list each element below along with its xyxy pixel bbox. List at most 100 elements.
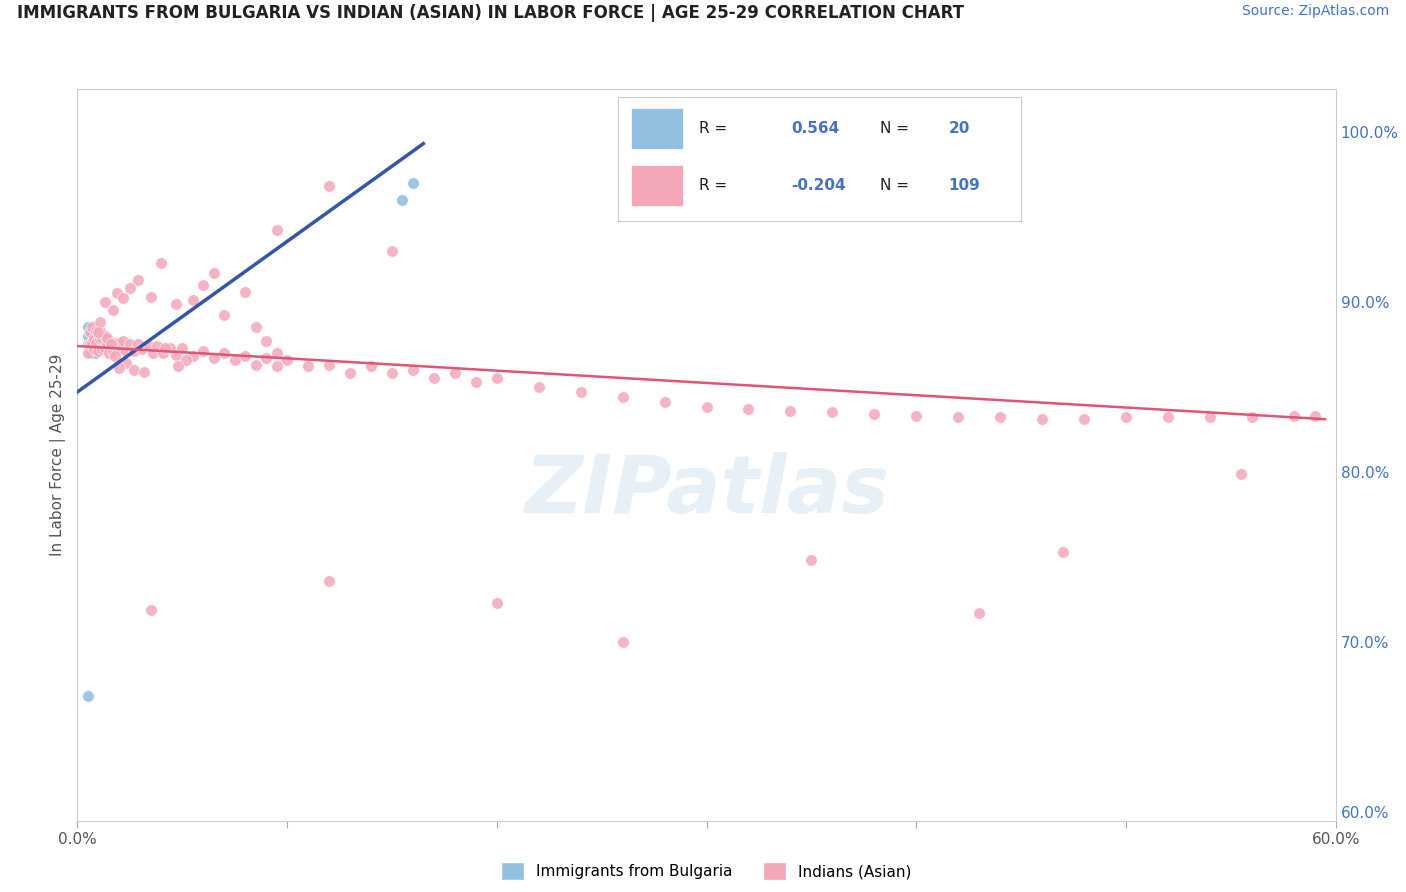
Point xyxy=(165,296,187,310)
Point xyxy=(93,335,115,350)
Point xyxy=(100,335,122,350)
Point xyxy=(91,327,114,342)
Point xyxy=(905,409,928,423)
Point xyxy=(1282,409,1305,423)
Point xyxy=(1115,410,1137,425)
Point xyxy=(91,337,114,351)
Point xyxy=(108,335,131,350)
Point xyxy=(297,359,319,374)
Point xyxy=(76,346,98,360)
Point xyxy=(696,401,718,415)
Point xyxy=(105,341,128,355)
Point xyxy=(93,341,115,355)
Point xyxy=(276,352,298,367)
Point xyxy=(967,606,990,620)
Point xyxy=(381,366,404,380)
Point xyxy=(87,341,110,355)
Point xyxy=(87,344,110,359)
Point xyxy=(266,346,288,360)
Point xyxy=(101,303,124,318)
Point xyxy=(318,574,340,588)
Point xyxy=(360,359,382,374)
Point xyxy=(612,390,634,404)
Point xyxy=(1052,545,1074,559)
Point xyxy=(93,329,115,343)
Point xyxy=(1240,410,1263,425)
Point xyxy=(84,335,107,350)
Point xyxy=(96,341,118,355)
Point xyxy=(83,332,105,346)
Point xyxy=(176,352,198,367)
Point xyxy=(800,553,823,567)
Point xyxy=(84,324,107,338)
Point xyxy=(83,330,105,344)
Point xyxy=(444,366,467,380)
Point xyxy=(80,346,103,360)
Text: IMMIGRANTS FROM BULGARIA VS INDIAN (ASIAN) IN LABOR FORCE | AGE 25-29 CORRELATIO: IMMIGRANTS FROM BULGARIA VS INDIAN (ASIA… xyxy=(17,4,965,22)
Point xyxy=(112,292,135,306)
Point xyxy=(79,337,101,351)
Point xyxy=(245,320,267,334)
Point xyxy=(402,363,425,377)
Point xyxy=(138,339,160,353)
Point xyxy=(212,309,235,323)
Point xyxy=(96,337,118,351)
Point xyxy=(114,356,136,370)
Point xyxy=(1199,410,1222,425)
Point xyxy=(104,335,127,350)
Point xyxy=(89,315,111,329)
Point xyxy=(339,366,361,380)
Point xyxy=(1031,412,1053,426)
Point xyxy=(76,320,98,334)
Point xyxy=(181,293,204,307)
Point xyxy=(139,290,162,304)
Point xyxy=(245,358,267,372)
Point xyxy=(146,339,169,353)
Point xyxy=(104,349,127,363)
Point xyxy=(391,193,413,207)
Point xyxy=(96,330,118,344)
Point xyxy=(318,358,340,372)
Point xyxy=(84,329,107,343)
Point xyxy=(988,410,1011,425)
Point xyxy=(89,335,111,350)
Text: ZIPatlas: ZIPatlas xyxy=(524,452,889,531)
Point xyxy=(150,256,173,270)
Point xyxy=(464,375,486,389)
Point xyxy=(165,347,187,361)
Point xyxy=(821,405,844,419)
Point xyxy=(76,329,98,343)
Point xyxy=(80,326,103,340)
Point xyxy=(318,179,340,194)
Point xyxy=(737,402,759,417)
Point xyxy=(101,344,124,359)
Point xyxy=(80,337,103,351)
Point xyxy=(89,324,111,338)
Point xyxy=(152,346,174,360)
Point xyxy=(212,346,235,360)
Point xyxy=(79,326,101,340)
Point xyxy=(108,361,131,376)
Point xyxy=(80,320,103,334)
Y-axis label: In Labor Force | Age 25-29: In Labor Force | Age 25-29 xyxy=(51,354,66,556)
Point xyxy=(224,352,246,367)
Point xyxy=(91,330,114,344)
Point xyxy=(79,326,101,340)
Point xyxy=(112,334,135,348)
Point xyxy=(87,332,110,346)
Point xyxy=(1157,410,1180,425)
Point xyxy=(527,380,550,394)
Point xyxy=(83,343,105,357)
Point xyxy=(254,351,277,365)
Point xyxy=(122,344,145,359)
Point xyxy=(122,363,145,377)
Point xyxy=(79,337,101,351)
Point xyxy=(1303,409,1326,423)
Point xyxy=(612,635,634,649)
Point xyxy=(181,349,204,363)
Point xyxy=(76,337,98,351)
Point xyxy=(485,371,508,385)
Point xyxy=(1073,412,1095,426)
Point xyxy=(266,359,288,374)
Legend: Immigrants from Bulgaria, Indians (Asian): Immigrants from Bulgaria, Indians (Asian… xyxy=(495,855,918,887)
